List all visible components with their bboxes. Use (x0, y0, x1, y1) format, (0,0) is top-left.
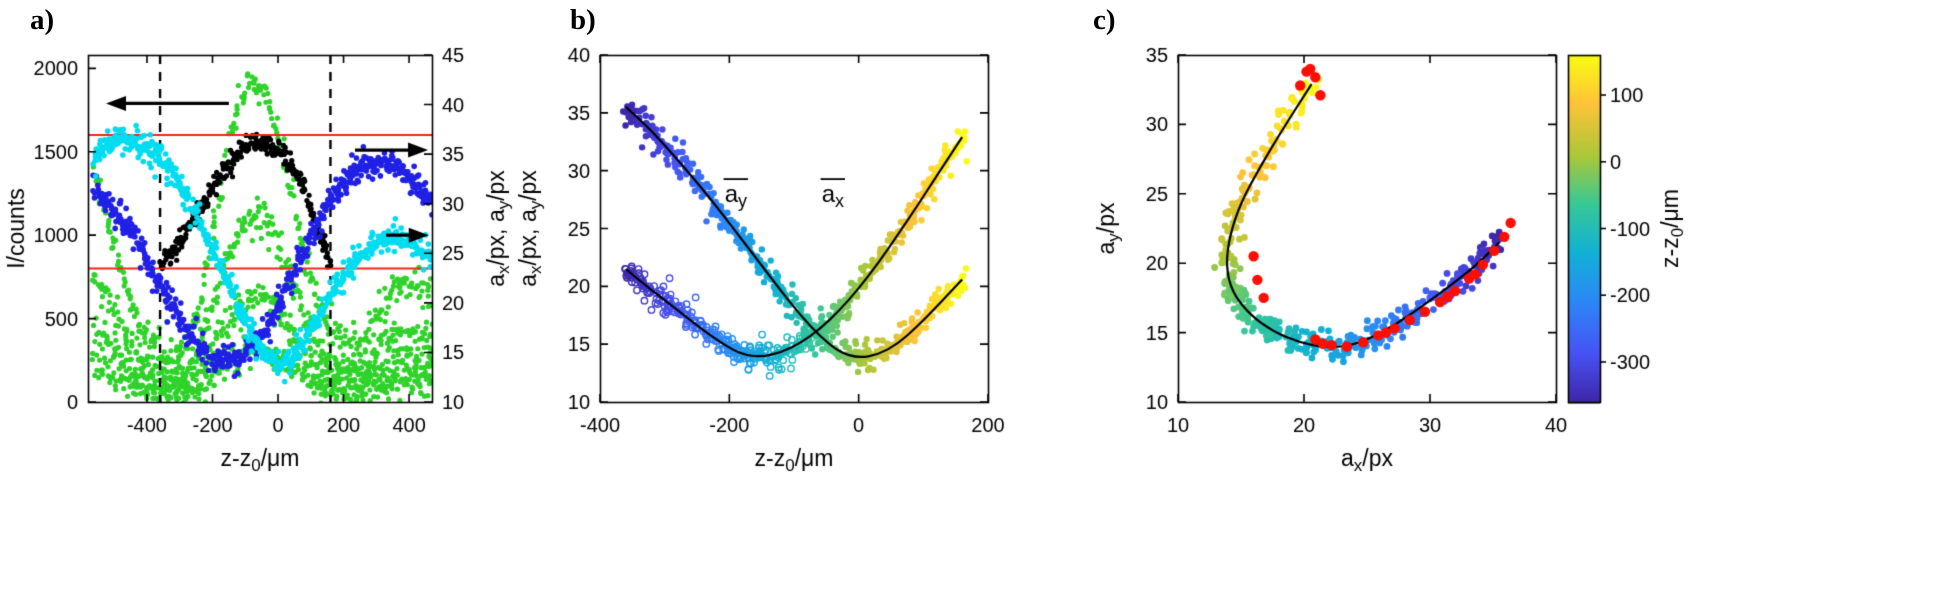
panel-letter-c: c) (1093, 4, 1116, 36)
panel-letter-a: a) (30, 4, 55, 36)
panel-letter-b: b) (570, 4, 596, 36)
